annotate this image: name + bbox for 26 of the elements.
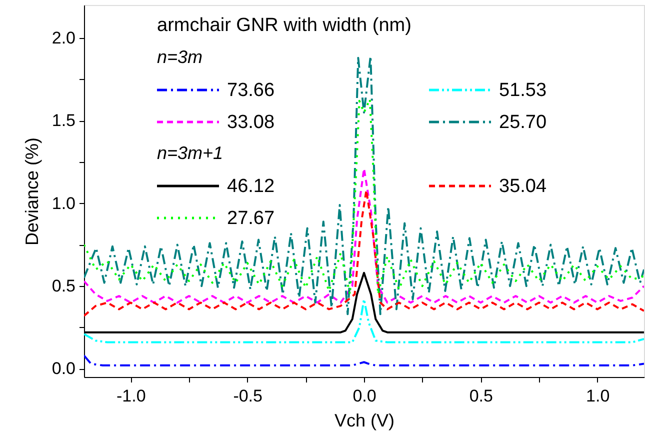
y-tick-label: 1.0 [52,194,76,213]
legend-label: 46.12 [227,176,275,197]
x-tick-label: -0.5 [233,386,262,406]
line-series [84,98,644,296]
annotation: n=3m+1 [157,143,224,163]
line-series [84,298,644,344]
x-tick-label: 0.0 [352,386,376,406]
y-tick-label: 0.0 [52,359,76,378]
line-series [84,354,644,366]
legend-label: 33.08 [227,112,275,133]
y-tick-label: 0.5 [52,276,76,296]
y-axis-title: Deviance (%) [22,137,42,246]
legend-label: 51.53 [499,80,547,101]
y-tick-label: 1.5 [52,111,76,130]
y-tick-label: 2.0 [52,28,76,48]
x-axis-title: Vch (V) [334,410,395,430]
x-tick-label: -1.0 [116,386,146,406]
line-series [84,168,644,304]
legend-label: 73.66 [227,80,275,101]
x-tick-label: 0.5 [469,386,493,406]
legend-label: 25.70 [499,112,547,133]
annotation: n=3m [157,47,203,67]
legend-label: 35.04 [499,176,547,197]
legend-label: 27.67 [227,208,275,229]
x-tick-label: 1.0 [586,386,610,406]
legend-title: armchair GNR with width (nm) [157,15,412,36]
